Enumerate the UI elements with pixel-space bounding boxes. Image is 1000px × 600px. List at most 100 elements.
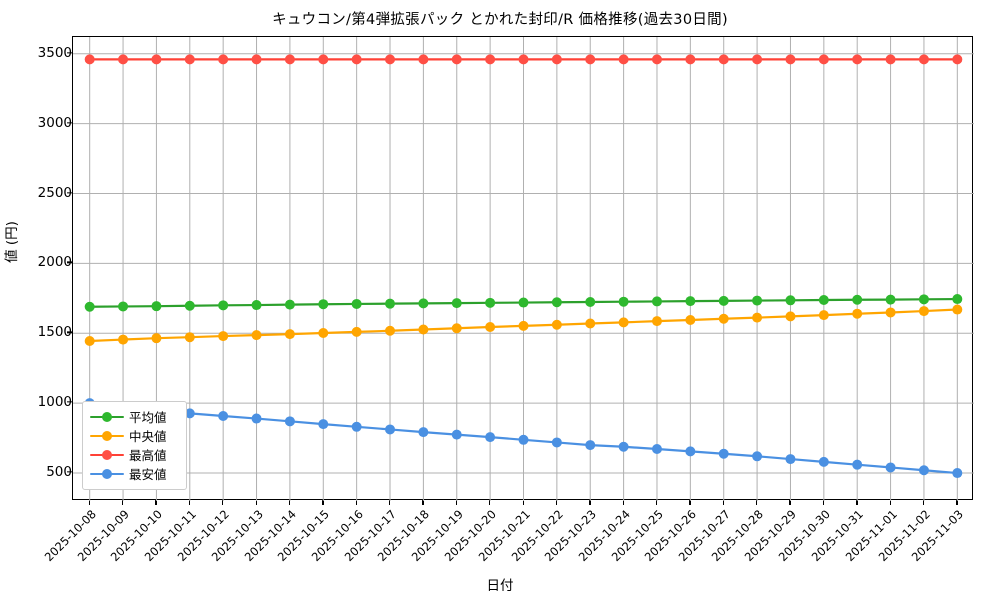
series-marker-中央値 — [151, 333, 162, 344]
series-marker-平均値 — [385, 298, 396, 309]
legend-label: 最安値 — [129, 467, 167, 482]
x-tick-mark — [288, 500, 291, 505]
series-marker-最高値 — [318, 54, 329, 65]
series-marker-最高値 — [785, 54, 796, 65]
x-tick-mark — [622, 500, 624, 505]
series-marker-最安値 — [752, 451, 763, 462]
legend-item[interactable]: 最安値 — [90, 464, 179, 483]
x-tick-mark — [722, 500, 725, 505]
series-marker-平均値 — [485, 297, 496, 308]
series-marker-平均値 — [218, 300, 229, 311]
series-marker-平均値 — [752, 295, 763, 306]
legend-item[interactable]: 最高値 — [90, 445, 179, 464]
series-marker-平均値 — [618, 296, 629, 307]
legend-swatch-icon — [90, 410, 124, 424]
series-marker-最安値 — [718, 448, 729, 459]
series-marker-最安値 — [318, 419, 329, 430]
legend-swatch-icon — [90, 448, 124, 462]
series-marker-最高値 — [218, 54, 229, 65]
series-marker-平均値 — [451, 298, 462, 309]
series-marker-最安値 — [418, 427, 429, 438]
x-tick-mark — [956, 500, 958, 505]
series-marker-中央値 — [585, 318, 596, 329]
series-marker-最安値 — [818, 456, 829, 467]
legend-label: 平均値 — [129, 410, 167, 425]
legend-item[interactable]: 平均値 — [90, 407, 179, 426]
series-marker-最高値 — [518, 54, 529, 65]
series-marker-最高値 — [418, 54, 429, 65]
series-marker-最高値 — [451, 54, 462, 65]
series-marker-最高値 — [685, 54, 696, 65]
series-marker-最高値 — [585, 54, 596, 65]
y-tick-mark — [67, 401, 72, 403]
y-tick-label: 1500 — [37, 324, 72, 341]
series-marker-中央値 — [318, 328, 329, 339]
series-marker-最高値 — [618, 54, 629, 65]
y-tick-label: 2000 — [37, 254, 72, 271]
x-axis-label: 日付 — [486, 578, 514, 594]
y-tick-label: 3500 — [37, 44, 72, 61]
x-tick-mark — [922, 500, 925, 505]
series-marker-最安値 — [485, 432, 496, 443]
series-marker-最安値 — [952, 468, 963, 479]
series-marker-最高値 — [184, 54, 195, 65]
series-marker-最高値 — [852, 54, 863, 65]
series-marker-中央値 — [885, 307, 896, 318]
series-marker-平均値 — [718, 295, 729, 306]
x-tick-mark — [88, 500, 90, 505]
series-marker-平均値 — [284, 299, 295, 310]
y-tick-mark — [67, 331, 72, 333]
series-marker-平均値 — [518, 297, 529, 308]
series-marker-中央値 — [818, 310, 829, 321]
series-marker-平均値 — [918, 294, 929, 305]
series-marker-最安値 — [918, 465, 929, 476]
x-tick-mark — [756, 500, 758, 505]
series-marker-最安値 — [852, 459, 863, 470]
series-marker-中央値 — [485, 322, 496, 332]
series-marker-平均値 — [551, 297, 562, 308]
series-marker-最安値 — [184, 408, 195, 419]
series-marker-最安値 — [885, 462, 896, 473]
series-marker-平均値 — [151, 301, 162, 312]
y-tick-label: 500 — [46, 464, 72, 481]
y-tick-mark — [67, 52, 72, 54]
series-marker-平均値 — [852, 294, 863, 305]
series-marker-平均値 — [184, 300, 195, 311]
series-marker-最高値 — [84, 54, 95, 65]
y-tick-label: 1000 — [37, 394, 72, 411]
series-marker-平均値 — [351, 298, 362, 309]
series-marker-中央値 — [752, 312, 763, 323]
series-marker-最高値 — [651, 54, 662, 65]
series-marker-平均値 — [885, 294, 896, 305]
x-tick-mark — [522, 500, 524, 505]
series-marker-平均値 — [318, 299, 329, 310]
x-tick-mark — [255, 500, 257, 505]
series-marker-中央値 — [284, 329, 295, 340]
x-tick-mark — [655, 500, 658, 505]
legend-item[interactable]: 中央値 — [90, 426, 179, 445]
plot-area — [72, 36, 974, 501]
series-marker-中央値 — [385, 325, 396, 336]
chart-legend: 平均値中央値 最高値最安値 — [82, 401, 187, 490]
series-marker-最高値 — [918, 54, 929, 65]
series-marker-中央値 — [852, 308, 863, 319]
series-marker-最高値 — [952, 54, 963, 65]
series-marker-最安値 — [518, 434, 529, 445]
series-marker-中央値 — [551, 319, 562, 330]
series-marker-中央値 — [651, 316, 662, 327]
x-tick-mark — [389, 500, 391, 505]
x-tick-mark — [856, 500, 858, 505]
series-marker-中央値 — [518, 320, 529, 331]
x-tick-mark — [789, 500, 791, 505]
y-tick-mark — [67, 471, 72, 473]
x-tick-mark — [222, 500, 224, 505]
legend-swatch-icon — [90, 429, 124, 443]
series-marker-最高値 — [151, 54, 162, 65]
legend-label: 中央値 — [129, 429, 167, 444]
series-marker-中央値 — [218, 331, 229, 342]
series-marker-平均値 — [585, 296, 596, 307]
series-marker-最安値 — [785, 454, 796, 465]
series-marker-最安値 — [218, 411, 229, 422]
series-marker-最高値 — [351, 54, 362, 65]
